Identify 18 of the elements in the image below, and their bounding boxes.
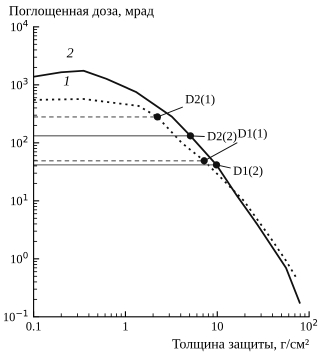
y-tick-label: 10$^{4}$ [11,20,28,32]
annotation: 1 [64,76,69,86]
x-tick-label: 10 [212,322,224,330]
y-tick-label: 10$^{3}$ [11,78,28,90]
annotation: D2(2) [207,132,236,143]
y-axis-title: Поглощенная доза, мрад [9,6,154,18]
x-tick-label: 1 [123,322,128,330]
x-axis-title: Толщина защиты, г/см² [172,339,309,352]
x-tick-label: 0.1 [26,322,41,331]
x-tick-label: 10$^{2}$ [300,319,318,331]
annotation: D1(2) [234,166,262,178]
annotation: D1(1) [238,128,267,140]
y-tick-label: 10$^{2}$ [11,136,28,148]
y-tick-label: 10$^{1}$ [11,194,28,206]
annotation: 2 [66,48,74,58]
y-tick-label: 10$^{0}$ [11,252,28,264]
y-tick-label: 10$^{−1}$ [4,310,28,322]
annotation: D2(1) [186,94,215,106]
